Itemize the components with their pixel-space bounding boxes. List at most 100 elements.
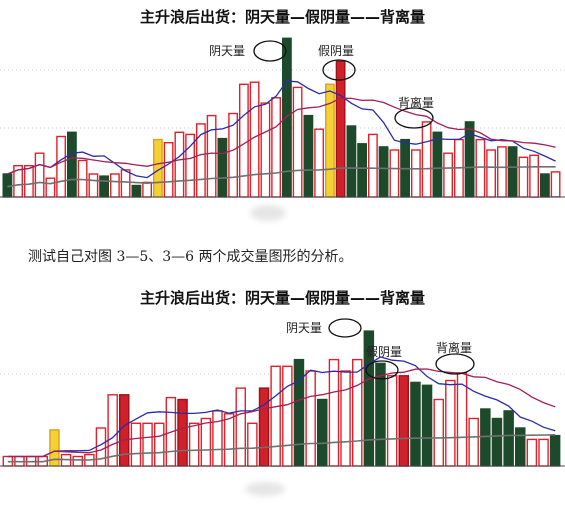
ma-line-long [7, 368, 556, 458]
annotation-label: 背离量 [436, 340, 472, 355]
annotation-label: 假阴量 [318, 44, 354, 58]
ma-line-short [7, 80, 556, 179]
volume-bar [99, 175, 110, 198]
annotation-circle [253, 40, 287, 62]
annotation-circle [322, 59, 356, 81]
volume-bar [550, 171, 561, 198]
volume-bar [368, 133, 378, 198]
volume-bar [56, 135, 67, 198]
volume-bar [456, 372, 468, 467]
volume-bar [433, 398, 445, 467]
volume-bar [292, 86, 303, 198]
volume-bar [357, 143, 367, 198]
volume-bar [443, 152, 453, 198]
scan-smudge [245, 482, 285, 496]
volume-bar [421, 384, 433, 467]
volume-bar [188, 422, 200, 467]
volume-bar [303, 114, 314, 198]
volume-bar [386, 375, 398, 467]
volume-bar [411, 149, 421, 198]
ma-line-short [7, 356, 556, 458]
volume-bar [445, 379, 456, 467]
chart-title-bottom: 主升浪后出货：阴天量—假阴量——背离量 [139, 289, 425, 307]
volume-bar [282, 37, 292, 198]
volume-bar [378, 146, 389, 198]
volume-bar [131, 184, 142, 198]
volume-bar [549, 434, 561, 467]
volume-bar [389, 149, 400, 198]
volume-bar [271, 97, 281, 198]
volume-bar [503, 410, 514, 467]
volume-bar [317, 398, 328, 467]
caption-text: 测试自己对图 3—5、3—6 两个成交量图形的分析。 [28, 249, 353, 265]
volume-bar [480, 408, 491, 467]
volume-bar [540, 173, 550, 198]
volume-bar [398, 375, 410, 467]
chart-title-top: 主升浪后出货：阴天量—假阴量——背离量 [139, 8, 425, 26]
annotation-circle [435, 353, 475, 375]
volume-bar [475, 138, 486, 198]
volume-bar [340, 370, 351, 467]
volume-bar [346, 125, 357, 198]
volume-bar [223, 413, 235, 467]
volume-bar [95, 427, 107, 467]
volume-bar [109, 173, 120, 198]
volume-bar [142, 181, 152, 198]
volume-bar [217, 137, 228, 198]
volume-bar [130, 422, 142, 467]
annotation-circle [394, 107, 434, 129]
volume-bar [515, 427, 526, 467]
volume-bar [491, 417, 503, 467]
volume-bar [325, 83, 335, 198]
ma-line-slow [7, 434, 556, 463]
volume-bar [526, 438, 538, 467]
volume-bar [335, 60, 346, 198]
volume-bar [142, 422, 153, 467]
volume-bar [314, 128, 324, 198]
volume-bar [238, 83, 249, 198]
volume-bar [352, 358, 363, 467]
volume-bar [305, 370, 316, 467]
volume-bar [45, 177, 56, 198]
volume-bar [421, 121, 432, 198]
volume-bar [293, 358, 305, 467]
volume-bar [247, 422, 258, 467]
annotation-label: 背离量 [398, 95, 434, 110]
volume-bar [468, 417, 479, 467]
annotation-label: 阴天量 [286, 321, 322, 335]
volume-bar [235, 387, 246, 467]
volume-bar [206, 114, 217, 198]
volume-bar [177, 398, 188, 467]
volume-bar [497, 146, 507, 198]
volume-bar [410, 381, 421, 467]
annotation-label: 阴天量 [209, 44, 245, 58]
volume-bar [432, 131, 443, 198]
ma-line-slow [7, 166, 556, 188]
annotation-label: 假阴量 [366, 345, 402, 359]
volume-bar [163, 141, 174, 198]
volume-bar [153, 422, 165, 467]
volume-bar [174, 131, 185, 198]
volume-bar [120, 169, 131, 198]
annotation-circle [328, 318, 362, 338]
volume-bar [507, 146, 518, 198]
volume-bar [486, 149, 496, 198]
scan-smudge [250, 205, 286, 221]
volume-bar [529, 154, 540, 198]
volume-bar [66, 131, 77, 198]
volume-bar [24, 164, 34, 198]
volume-bar [270, 365, 281, 467]
volume-bar [72, 455, 83, 467]
annotation-circle [365, 360, 399, 380]
volume-bar [258, 387, 270, 467]
volume-bar [328, 358, 340, 467]
volume-bar [538, 438, 549, 467]
ma-line-long [7, 97, 556, 175]
volume-bar [200, 417, 212, 467]
volume-bar [88, 173, 99, 198]
volume-bar [260, 102, 271, 198]
volume-bar [518, 156, 529, 198]
volume-bar [212, 410, 223, 467]
